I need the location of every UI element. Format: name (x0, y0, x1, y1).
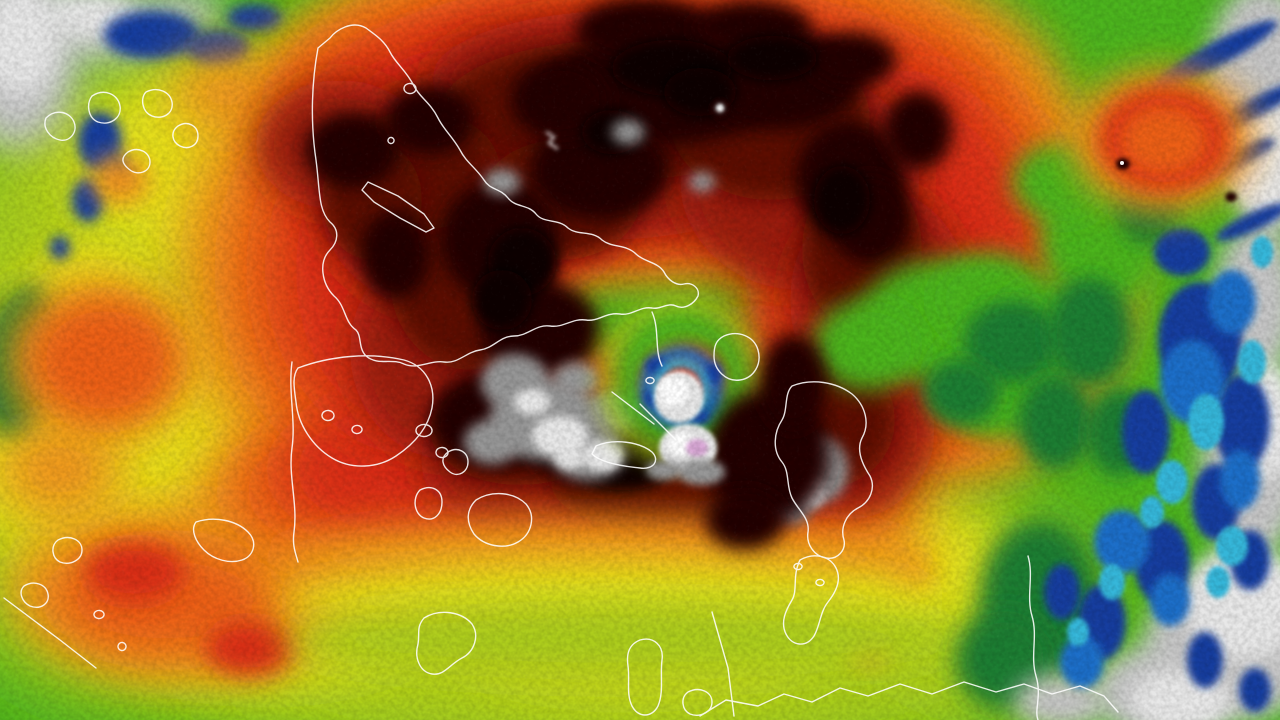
coast-mindoro-west-line (290, 361, 299, 563)
coast-palawan-line (3, 597, 97, 669)
coast-mindanao-north (699, 681, 1119, 717)
coast-masbate (591, 441, 657, 469)
coast-catanduanes (713, 332, 760, 381)
coast-cebu-line (711, 611, 735, 717)
coast-nw-islands (44, 88, 199, 174)
coast-sw-islands (20, 518, 255, 608)
coast-tablas (467, 493, 533, 547)
coast-tiny-islets (93, 82, 825, 652)
coastline-overlay (3, 24, 1119, 720)
coast-burias-ticao (611, 391, 677, 441)
coast-bicol-sliver (651, 311, 663, 367)
coast-mindoro (293, 355, 434, 467)
coast-negros (626, 638, 663, 716)
coast-panay (416, 611, 477, 675)
coast-small-islands-center (321, 409, 449, 459)
coast-luzon (311, 24, 699, 367)
coast-leyte (782, 555, 840, 645)
coast-samar (774, 381, 874, 559)
coast-laguna-lake (361, 181, 435, 233)
coast-samar-east-line (1027, 555, 1039, 720)
coast-romblon-pair (414, 448, 469, 520)
